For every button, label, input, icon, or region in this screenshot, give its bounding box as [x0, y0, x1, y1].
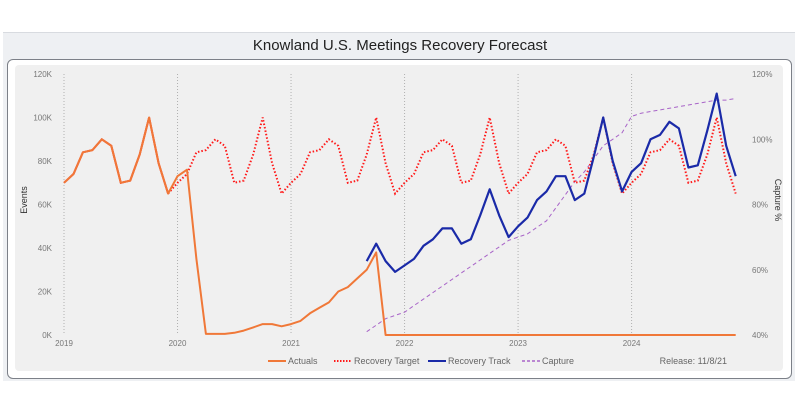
x-tick-label: 2024	[623, 339, 641, 348]
x-tick-label: 2023	[509, 339, 527, 348]
y-tick-label: 40K	[38, 244, 53, 253]
release-annotation: Release: 11/8/21	[660, 356, 727, 366]
y2-tick-label: 80%	[752, 201, 768, 210]
recovery-target-line	[167, 117, 737, 196]
y2-tick-label: 100%	[752, 135, 772, 144]
capture-line	[366, 98, 736, 333]
plot-panel	[15, 65, 783, 371]
y2-tick-label: 120%	[752, 70, 772, 79]
x-tick-label: 2022	[396, 339, 414, 348]
legend-label-target: Recovery Target	[354, 356, 420, 366]
x-tick-label: 2021	[282, 339, 300, 348]
recovery-track-line	[365, 92, 737, 273]
y2-axis-label: Capture %	[773, 179, 783, 222]
legend-label-capture: Capture	[542, 356, 574, 366]
y-axis-label: Events	[19, 186, 29, 214]
y-tick-label: 100K	[33, 114, 52, 123]
y2-tick-label: 40%	[752, 331, 768, 340]
y-tick-label: 20K	[38, 288, 53, 297]
y-tick-label: 0K	[42, 331, 52, 340]
actuals-line	[63, 116, 736, 336]
y-tick-label: 120K	[33, 70, 52, 79]
legend-label-actuals: Actuals	[288, 356, 318, 366]
y2-tick-label: 60%	[752, 266, 768, 275]
chart-title: Knowland U.S. Meetings Recovery Forecast	[252, 37, 548, 54]
x-tick-label: 2020	[169, 339, 187, 348]
legend-label-track: Recovery Track	[448, 356, 511, 366]
y-tick-label: 80K	[38, 157, 53, 166]
x-tick-label: 2019	[55, 339, 73, 348]
y-tick-label: 60K	[38, 201, 53, 210]
